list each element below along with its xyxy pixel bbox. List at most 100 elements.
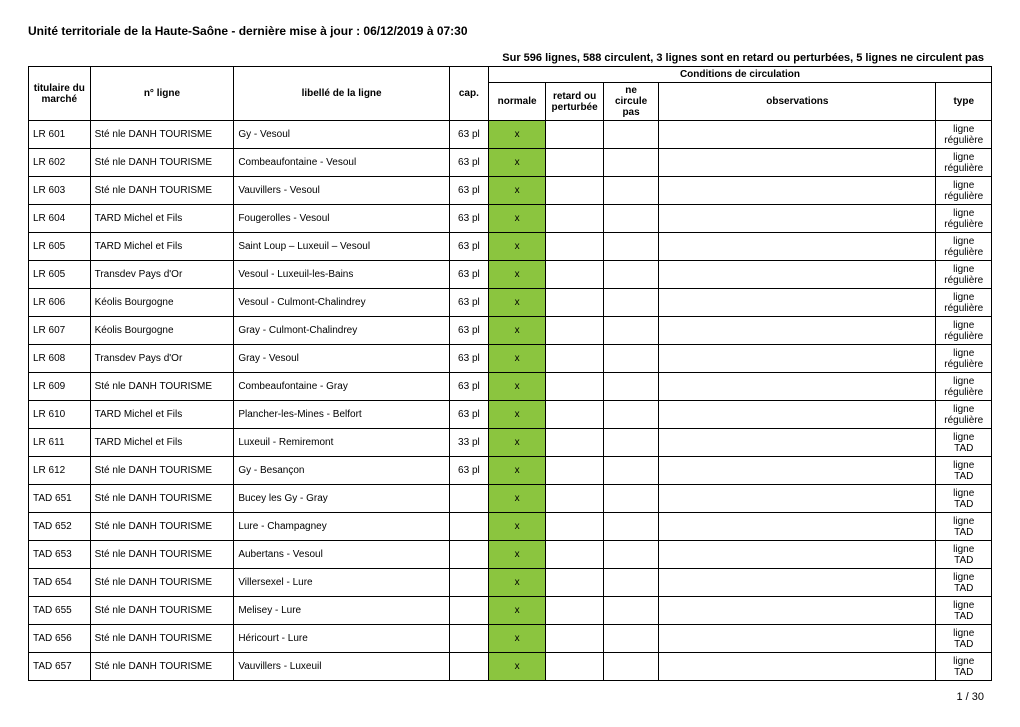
header-obs: observations (659, 83, 936, 121)
cell-retard (546, 121, 603, 149)
cell-libelle: Lure - Champagney (234, 513, 450, 541)
cell-cap (449, 597, 488, 625)
header-cap: cap. (449, 67, 488, 121)
cell-pas (603, 513, 658, 541)
table-row: LR 607Kéolis BourgogneGray - Culmont-Cha… (29, 317, 992, 345)
cell-obs (659, 569, 936, 597)
cell-num: Sté nle DANH TOURISME (90, 625, 234, 653)
cell-normale: x (488, 233, 545, 261)
cell-obs (659, 373, 936, 401)
cell-titulaire: LR 607 (29, 317, 91, 345)
cell-obs (659, 121, 936, 149)
cell-libelle: Combeaufontaine - Vesoul (234, 149, 450, 177)
cell-obs (659, 485, 936, 513)
cell-titulaire: LR 605 (29, 233, 91, 261)
cell-obs (659, 541, 936, 569)
cell-type: lignerégulière (936, 373, 992, 401)
table-row: LR 603Sté nle DANH TOURISMEVauvillers - … (29, 177, 992, 205)
cell-libelle: Gy - Vesoul (234, 121, 450, 149)
cell-pas (603, 289, 658, 317)
cell-num: TARD Michel et Fils (90, 401, 234, 429)
cell-normale: x (488, 513, 545, 541)
cell-retard (546, 429, 603, 457)
header-libelle: libellé de la ligne (234, 67, 450, 121)
cell-libelle: Saint Loup – Luxeuil – Vesoul (234, 233, 450, 261)
table-row: LR 605Transdev Pays d'OrVesoul - Luxeuil… (29, 261, 992, 289)
cell-normale: x (488, 541, 545, 569)
cell-libelle: Gray - Vesoul (234, 345, 450, 373)
cell-type: lignerégulière (936, 261, 992, 289)
cell-retard (546, 541, 603, 569)
cell-titulaire: TAD 655 (29, 597, 91, 625)
cell-normale: x (488, 149, 545, 177)
cell-num: TARD Michel et Fils (90, 429, 234, 457)
table-row: TAD 654Sté nle DANH TOURISMEVillersexel … (29, 569, 992, 597)
cell-cap: 63 pl (449, 373, 488, 401)
cell-retard (546, 261, 603, 289)
cell-retard (546, 205, 603, 233)
cell-titulaire: LR 601 (29, 121, 91, 149)
table-row: LR 608Transdev Pays d'OrGray - Vesoul63 … (29, 345, 992, 373)
cell-retard (546, 149, 603, 177)
cell-obs (659, 345, 936, 373)
cell-titulaire: TAD 656 (29, 625, 91, 653)
cell-num: Sté nle DANH TOURISME (90, 149, 234, 177)
cell-normale: x (488, 345, 545, 373)
cell-pas (603, 149, 658, 177)
cell-libelle: Melisey - Lure (234, 597, 450, 625)
cell-obs (659, 261, 936, 289)
cell-num: Sté nle DANH TOURISME (90, 177, 234, 205)
cell-retard (546, 457, 603, 485)
table-row: TAD 657Sté nle DANH TOURISMEVauvillers -… (29, 653, 992, 681)
cell-libelle: Luxeuil - Remiremont (234, 429, 450, 457)
cell-num: Sté nle DANH TOURISME (90, 653, 234, 681)
page-footer: 1 / 30 (28, 691, 992, 703)
cell-libelle: Vesoul - Culmont-Chalindrey (234, 289, 450, 317)
cell-pas (603, 373, 658, 401)
cell-normale: x (488, 261, 545, 289)
cell-libelle: Villersexel - Lure (234, 569, 450, 597)
cell-num: Sté nle DANH TOURISME (90, 513, 234, 541)
cell-pas (603, 653, 658, 681)
cell-type: lignerégulière (936, 345, 992, 373)
cell-retard (546, 233, 603, 261)
table-row: TAD 655Sté nle DANH TOURISMEMelisey - Lu… (29, 597, 992, 625)
cell-normale: x (488, 457, 545, 485)
cell-cap: 63 pl (449, 233, 488, 261)
cell-retard (546, 625, 603, 653)
cell-titulaire: TAD 657 (29, 653, 91, 681)
cell-obs (659, 401, 936, 429)
cell-cap: 33 pl (449, 429, 488, 457)
cell-titulaire: LR 608 (29, 345, 91, 373)
cell-num: Sté nle DANH TOURISME (90, 457, 234, 485)
cell-normale: x (488, 317, 545, 345)
cell-obs (659, 149, 936, 177)
cell-normale: x (488, 653, 545, 681)
cell-pas (603, 569, 658, 597)
cell-cap (449, 513, 488, 541)
cell-cap: 63 pl (449, 177, 488, 205)
cell-pas (603, 401, 658, 429)
cell-type: ligneTAD (936, 541, 992, 569)
cell-libelle: Gray - Culmont-Chalindrey (234, 317, 450, 345)
cell-titulaire: LR 612 (29, 457, 91, 485)
header-normale: normale (488, 83, 545, 121)
cell-cap: 63 pl (449, 149, 488, 177)
table-row: TAD 653Sté nle DANH TOURISMEAubertans - … (29, 541, 992, 569)
header-conditions: Conditions de circulation (488, 67, 991, 83)
cell-titulaire: LR 606 (29, 289, 91, 317)
cell-normale: x (488, 289, 545, 317)
cell-titulaire: LR 605 (29, 261, 91, 289)
cell-num: Transdev Pays d'Or (90, 345, 234, 373)
cell-titulaire: LR 602 (29, 149, 91, 177)
cell-pas (603, 317, 658, 345)
cell-type: ligneTAD (936, 513, 992, 541)
cell-cap (449, 569, 488, 597)
header-type: type (936, 83, 992, 121)
cell-type: lignerégulière (936, 317, 992, 345)
cell-retard (546, 401, 603, 429)
cell-type: ligneTAD (936, 457, 992, 485)
cell-libelle: Gy - Besançon (234, 457, 450, 485)
cell-cap: 63 pl (449, 457, 488, 485)
cell-obs (659, 625, 936, 653)
